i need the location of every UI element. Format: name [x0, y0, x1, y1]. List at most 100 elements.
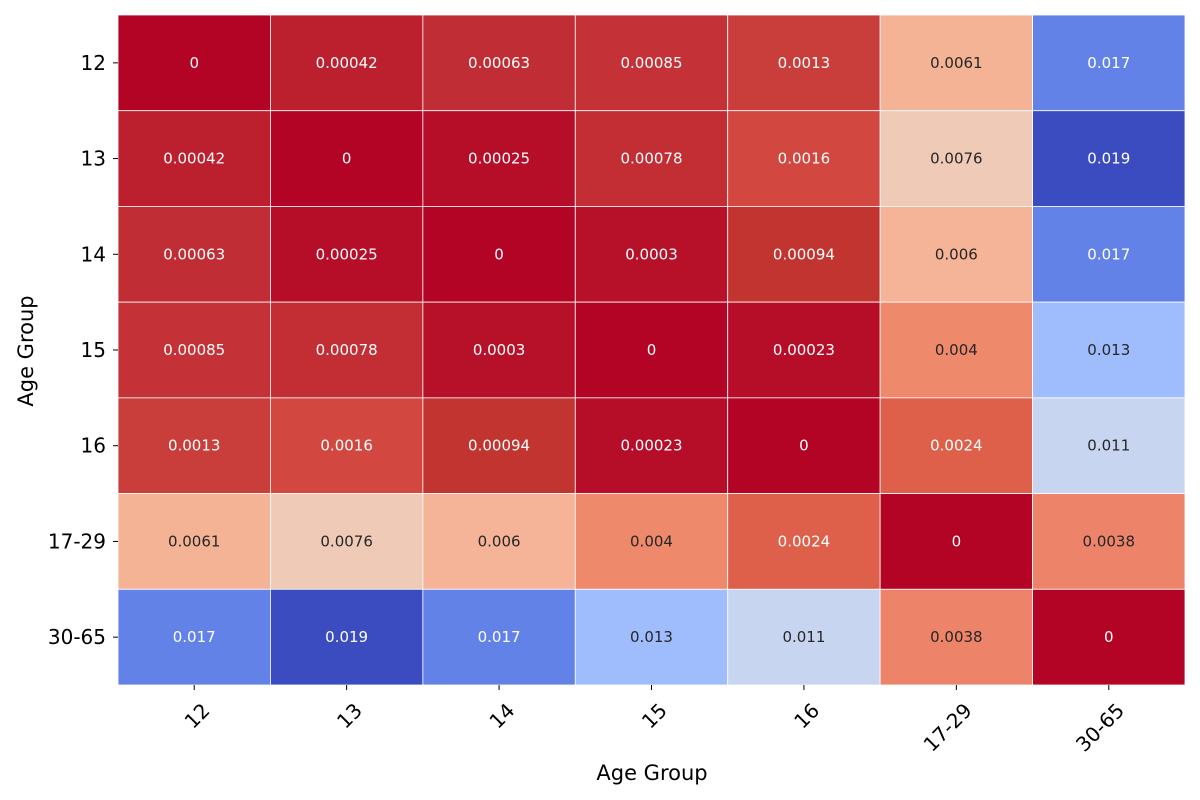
heatmap-cell: [879, 588, 1033, 686]
heatmap-cell: [879, 110, 1033, 207]
cell-value-label: 0.0013: [778, 54, 831, 72]
x-tick-label: 17-29: [919, 698, 977, 756]
cell-value-label: 0.0061: [168, 532, 221, 550]
cell-value-label: 0.0024: [778, 532, 831, 550]
heatmap-cell: [270, 301, 424, 399]
y-tick-label: 17-29: [48, 529, 106, 553]
x-tick-label: 16: [789, 698, 824, 733]
heatmap-cell: [574, 493, 729, 590]
cell-value-label: 0.017: [1087, 54, 1130, 72]
heatmap-cell: [879, 14, 1033, 112]
heatmap-cell: [117, 397, 271, 494]
heatmap-cell: [727, 588, 881, 686]
cell-value-label: 0: [342, 150, 352, 168]
cell-value-label: 0.00094: [773, 245, 835, 263]
heatmap-cell: [727, 110, 881, 207]
cell-value-label: 0: [647, 341, 657, 359]
cell-value-label: 0.017: [1087, 245, 1130, 263]
heatmap-cell: [117, 110, 271, 207]
cell-labels-layer: 0 0.00042 0.00063 0.00085 0.0013 0.0061 0.017 0…: [163, 54, 1135, 646]
cell-value-label: 0.0038: [1083, 532, 1136, 550]
cell-value-label: 0.00063: [163, 245, 225, 263]
cell-value-label: 0.00042: [316, 54, 378, 72]
cell-value-label: 0.011: [782, 628, 825, 646]
y-tick-label: 15: [81, 338, 106, 362]
x-axis-ticks: 12 13 14 15 16 17-29 30-65: [180, 685, 1129, 756]
heatmap-cell: [879, 397, 1033, 494]
cell-value-label: 0: [799, 437, 809, 455]
x-tick-label: 30-65: [1071, 698, 1129, 756]
cell-value-label: 0: [1104, 628, 1114, 646]
heatmap-cell: [1032, 493, 1186, 590]
cell-value-label: 0.011: [1087, 437, 1130, 455]
heatmap-cell: [422, 206, 576, 303]
heatmap-cell: [117, 301, 271, 399]
heatmap-cell: [117, 588, 271, 686]
cell-value-label: 0.0024: [930, 437, 983, 455]
cell-value-label: 0.006: [478, 532, 521, 550]
heatmap-cell: [270, 206, 424, 303]
cell-value-label: 0.0076: [320, 532, 373, 550]
x-tick-label: 15: [637, 698, 672, 733]
heatmap-cell: [574, 206, 729, 303]
y-tick-label: 16: [81, 434, 106, 458]
cell-value-label: 0.00023: [620, 437, 682, 455]
cell-value-label: 0.00023: [773, 341, 835, 359]
heatmap-cell: [574, 301, 729, 399]
heatmap-cell: [1032, 110, 1186, 207]
heatmap-cell: [1032, 301, 1186, 399]
heatmap-cell: [1032, 14, 1186, 112]
heatmap-cell: [422, 397, 576, 494]
y-tick-label: 30-65: [48, 625, 106, 649]
cell-value-label: 0: [189, 54, 199, 72]
heatmap-cell: [117, 206, 271, 303]
cell-value-label: 0.00078: [620, 150, 682, 168]
cell-value-label: 0.013: [1087, 341, 1130, 359]
cell-value-label: 0.0076: [930, 150, 983, 168]
heatmap-cell: [727, 206, 881, 303]
heatmap-cell: [1032, 206, 1186, 303]
heatmap-cell: [422, 14, 576, 112]
heatmap-cell: [1032, 588, 1186, 686]
heatmap-cell: [1032, 397, 1186, 494]
cell-value-label: 0.00025: [316, 245, 378, 263]
cell-value-label: 0.00042: [163, 150, 225, 168]
x-tick-label: 14: [484, 698, 519, 733]
cell-value-label: 0.0003: [473, 341, 526, 359]
cell-value-label: 0.017: [478, 628, 521, 646]
cell-value-label: 0.00085: [163, 341, 225, 359]
heatmap-cell: [117, 493, 271, 590]
heatmap-cell: [422, 110, 576, 207]
heatmap-cell: [574, 14, 729, 112]
heatmap-cell: [270, 493, 424, 590]
cell-value-label: 0.0013: [168, 437, 221, 455]
cell-value-label: 0.004: [935, 341, 978, 359]
cell-value-label: 0.0003: [625, 245, 678, 263]
heatmap-cell: [727, 14, 881, 112]
x-axis-label: Age Group: [596, 761, 707, 785]
y-tick-label: 14: [81, 242, 106, 266]
heatmap-cell: [117, 14, 271, 112]
x-tick-label: 13: [332, 698, 367, 733]
heatmap-cell: [270, 588, 424, 686]
cell-value-label: 0.00085: [620, 54, 682, 72]
y-axis-ticks: 12 13 14 15 16 17-29 30-65: [48, 51, 118, 649]
heatmap-cell: [422, 588, 576, 686]
y-tick-label: 13: [81, 147, 106, 171]
cell-value-label: 0.0038: [930, 628, 983, 646]
cell-value-label: 0.019: [1087, 150, 1130, 168]
cell-value-label: 0.004: [630, 532, 673, 550]
cell-value-label: 0.00063: [468, 54, 530, 72]
heatmap-cell: [270, 14, 424, 112]
cell-value-label: 0.00078: [316, 341, 378, 359]
heatmap-cell: [574, 588, 729, 686]
cell-value-label: 0.0061: [930, 54, 983, 72]
cell-value-label: 0.013: [630, 628, 673, 646]
cell-value-label: 0.0016: [778, 150, 831, 168]
y-axis-label: Age Group: [14, 295, 38, 406]
cells-layer: [117, 14, 1186, 686]
x-tick-label: 12: [180, 698, 215, 733]
cell-value-label: 0.017: [173, 628, 216, 646]
